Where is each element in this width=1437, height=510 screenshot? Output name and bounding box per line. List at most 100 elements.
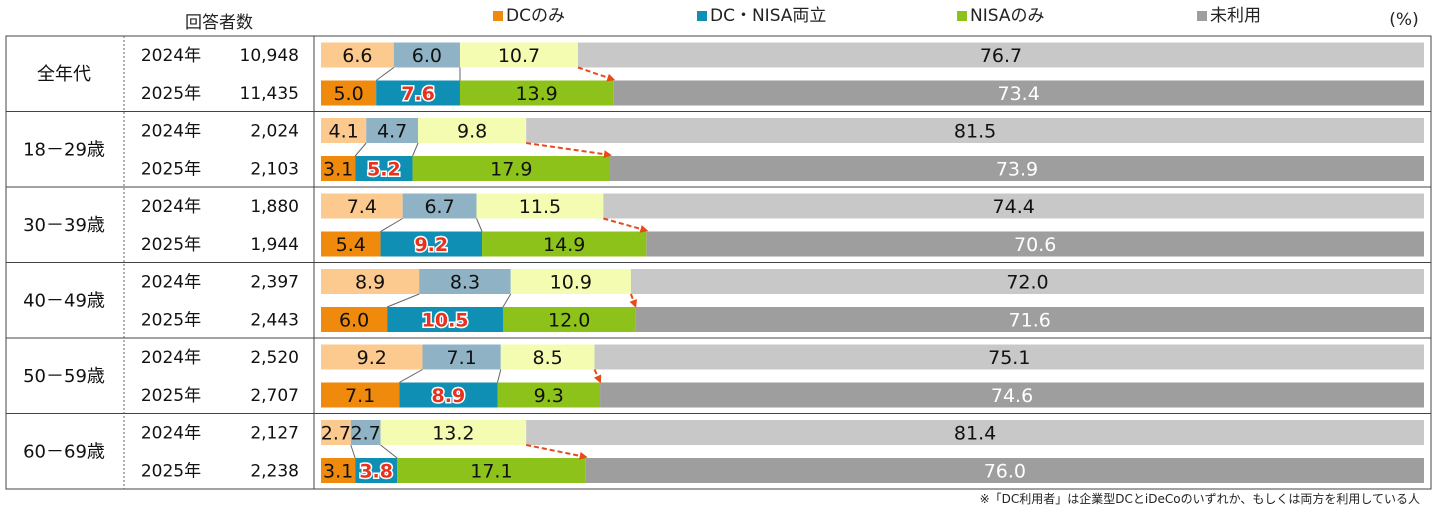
respondent-count: 2,238 bbox=[250, 462, 299, 482]
legend-swatch-dc-nisa-both bbox=[697, 11, 707, 21]
year-label: 2024年 bbox=[141, 46, 201, 66]
connector-line bbox=[496, 369, 502, 383]
data-label-unused: 75.1 bbox=[988, 347, 1030, 369]
legend-label-dc-only: DCのみ bbox=[506, 6, 565, 26]
data-label-nisa-only: 9.3 bbox=[534, 385, 564, 407]
connector-line bbox=[502, 293, 512, 308]
change-arrow bbox=[577, 66, 616, 82]
legend-swatch-dc-only bbox=[493, 11, 503, 21]
data-label-unused: 73.9 bbox=[996, 159, 1038, 181]
year-label: 2024年 bbox=[141, 424, 201, 444]
connector-line bbox=[380, 218, 403, 232]
data-label-unused: 71.6 bbox=[1009, 310, 1051, 332]
bar-segment-dc-only bbox=[321, 193, 403, 219]
year-label: 2025年 bbox=[141, 462, 201, 482]
data-label-unused: 73.4 bbox=[997, 83, 1039, 105]
bar-segment-dc-nisa-both bbox=[366, 118, 419, 143]
bar-segment-dc-only bbox=[321, 307, 388, 332]
respondent-count: 11,435 bbox=[240, 84, 299, 104]
respondent-count: 10,948 bbox=[240, 46, 299, 66]
group-label: 50－59歳 bbox=[23, 366, 105, 387]
bar-segment-unused bbox=[594, 344, 1424, 370]
bar-segment-nisa-only bbox=[418, 118, 527, 143]
bar-segment-dc-nisa-both bbox=[355, 156, 413, 181]
bar-segment-nisa-only bbox=[459, 42, 578, 68]
percent-unit: (%) bbox=[1389, 10, 1418, 30]
respondent-count: 2,127 bbox=[250, 424, 299, 444]
data-label-dc-only: 9.2 bbox=[357, 347, 387, 369]
data-label-dc-nisa-both: 6.7 bbox=[424, 196, 454, 218]
change-arrow bbox=[525, 444, 588, 460]
data-label-dc-nisa-both: 8.9 bbox=[432, 385, 466, 407]
data-label-dc-only: 4.1 bbox=[329, 121, 359, 143]
footnote: ※「DC利用者」は企業型DCとiDeCoのいずれか、もしくは両方を利用している人 bbox=[980, 491, 1420, 506]
bar-segment-unused bbox=[526, 118, 1424, 143]
bar-segment-dc-nisa-both bbox=[355, 458, 398, 483]
data-label-dc-nisa-both: 4.7 bbox=[377, 121, 407, 143]
bar-segment-nisa-only bbox=[497, 382, 601, 408]
year-label: 2025年 bbox=[141, 311, 201, 331]
connector-line bbox=[350, 444, 356, 459]
bar-segment-unused bbox=[635, 307, 1424, 332]
bar-segment-nisa-only bbox=[380, 420, 527, 445]
data-label-dc-nisa-both: 7.1 bbox=[447, 347, 477, 369]
bar-segment-dc-nisa-both bbox=[402, 193, 477, 219]
bar-segment-nisa-only bbox=[502, 307, 636, 332]
connector-line bbox=[476, 218, 483, 232]
bar-segment-unused bbox=[600, 382, 1424, 408]
bar-segment-unused bbox=[646, 231, 1424, 257]
data-label-unused: 81.4 bbox=[954, 423, 996, 445]
respondent-count: 2,520 bbox=[250, 348, 299, 368]
year-label: 2024年 bbox=[141, 197, 201, 217]
respondent-count: 2,443 bbox=[250, 311, 299, 331]
bar-segment-dc-only bbox=[321, 382, 400, 408]
change-arrow bbox=[593, 369, 602, 384]
bar-segment-dc-nisa-both bbox=[376, 80, 460, 106]
data-label-nisa-only: 10.7 bbox=[498, 45, 540, 67]
data-label-nisa-only: 17.9 bbox=[490, 159, 532, 181]
bar-segment-unused bbox=[585, 458, 1424, 483]
respondent-count: 2,103 bbox=[250, 160, 299, 180]
bar-segment-nisa-only bbox=[510, 269, 631, 294]
bar-segment-dc-nisa-both bbox=[393, 42, 460, 68]
data-label-nisa-only: 14.9 bbox=[543, 234, 585, 256]
respondent-count: 2,707 bbox=[250, 386, 299, 406]
bar-segment-unused bbox=[630, 269, 1424, 294]
data-label-unused: 70.6 bbox=[1014, 234, 1056, 256]
connector-line bbox=[412, 142, 419, 157]
data-label-dc-nisa-both: 8.3 bbox=[450, 272, 480, 294]
bar-segment-unused bbox=[613, 80, 1424, 106]
legend-label-nisa-only: NISAのみ bbox=[970, 6, 1044, 26]
year-label: 2025年 bbox=[141, 84, 201, 104]
bar-segment-dc-nisa-both bbox=[419, 269, 511, 294]
connector-line bbox=[386, 293, 420, 308]
year-label: 2024年 bbox=[141, 122, 201, 142]
group-label: 60－69歳 bbox=[23, 441, 105, 462]
data-label-unused: 76.0 bbox=[984, 461, 1026, 483]
data-label-dc-only: 6.6 bbox=[342, 45, 372, 67]
data-label-dc-only: 3.1 bbox=[323, 461, 353, 483]
data-label-dc-only: 2.7 bbox=[321, 423, 351, 445]
year-label: 2025年 bbox=[141, 160, 201, 180]
data-label-nisa-only: 13.2 bbox=[432, 423, 474, 445]
data-label-dc-only: 5.4 bbox=[336, 234, 366, 256]
year-label: 2025年 bbox=[141, 235, 201, 255]
data-label-nisa-only: 13.9 bbox=[515, 83, 557, 105]
bar-segment-dc-nisa-both bbox=[380, 231, 483, 257]
data-label-dc-only: 8.9 bbox=[355, 272, 385, 294]
change-arrow bbox=[603, 217, 649, 233]
data-label-unused: 76.7 bbox=[980, 45, 1022, 67]
connector-line bbox=[399, 369, 423, 383]
data-label-dc-only: 7.4 bbox=[347, 196, 377, 218]
respondent-count: 2,024 bbox=[250, 122, 299, 142]
year-label: 2025年 bbox=[141, 386, 201, 406]
data-label-dc-only: 3.1 bbox=[323, 159, 353, 181]
data-label-dc-only: 7.1 bbox=[345, 385, 375, 407]
bar-segment-dc-only bbox=[321, 344, 423, 370]
connector-line bbox=[375, 67, 395, 81]
legend-swatch-unused bbox=[1197, 11, 1207, 21]
data-label-nisa-only: 10.9 bbox=[550, 272, 592, 294]
bar-segment-dc-only bbox=[321, 420, 351, 445]
bar-segment-unused bbox=[603, 193, 1424, 219]
